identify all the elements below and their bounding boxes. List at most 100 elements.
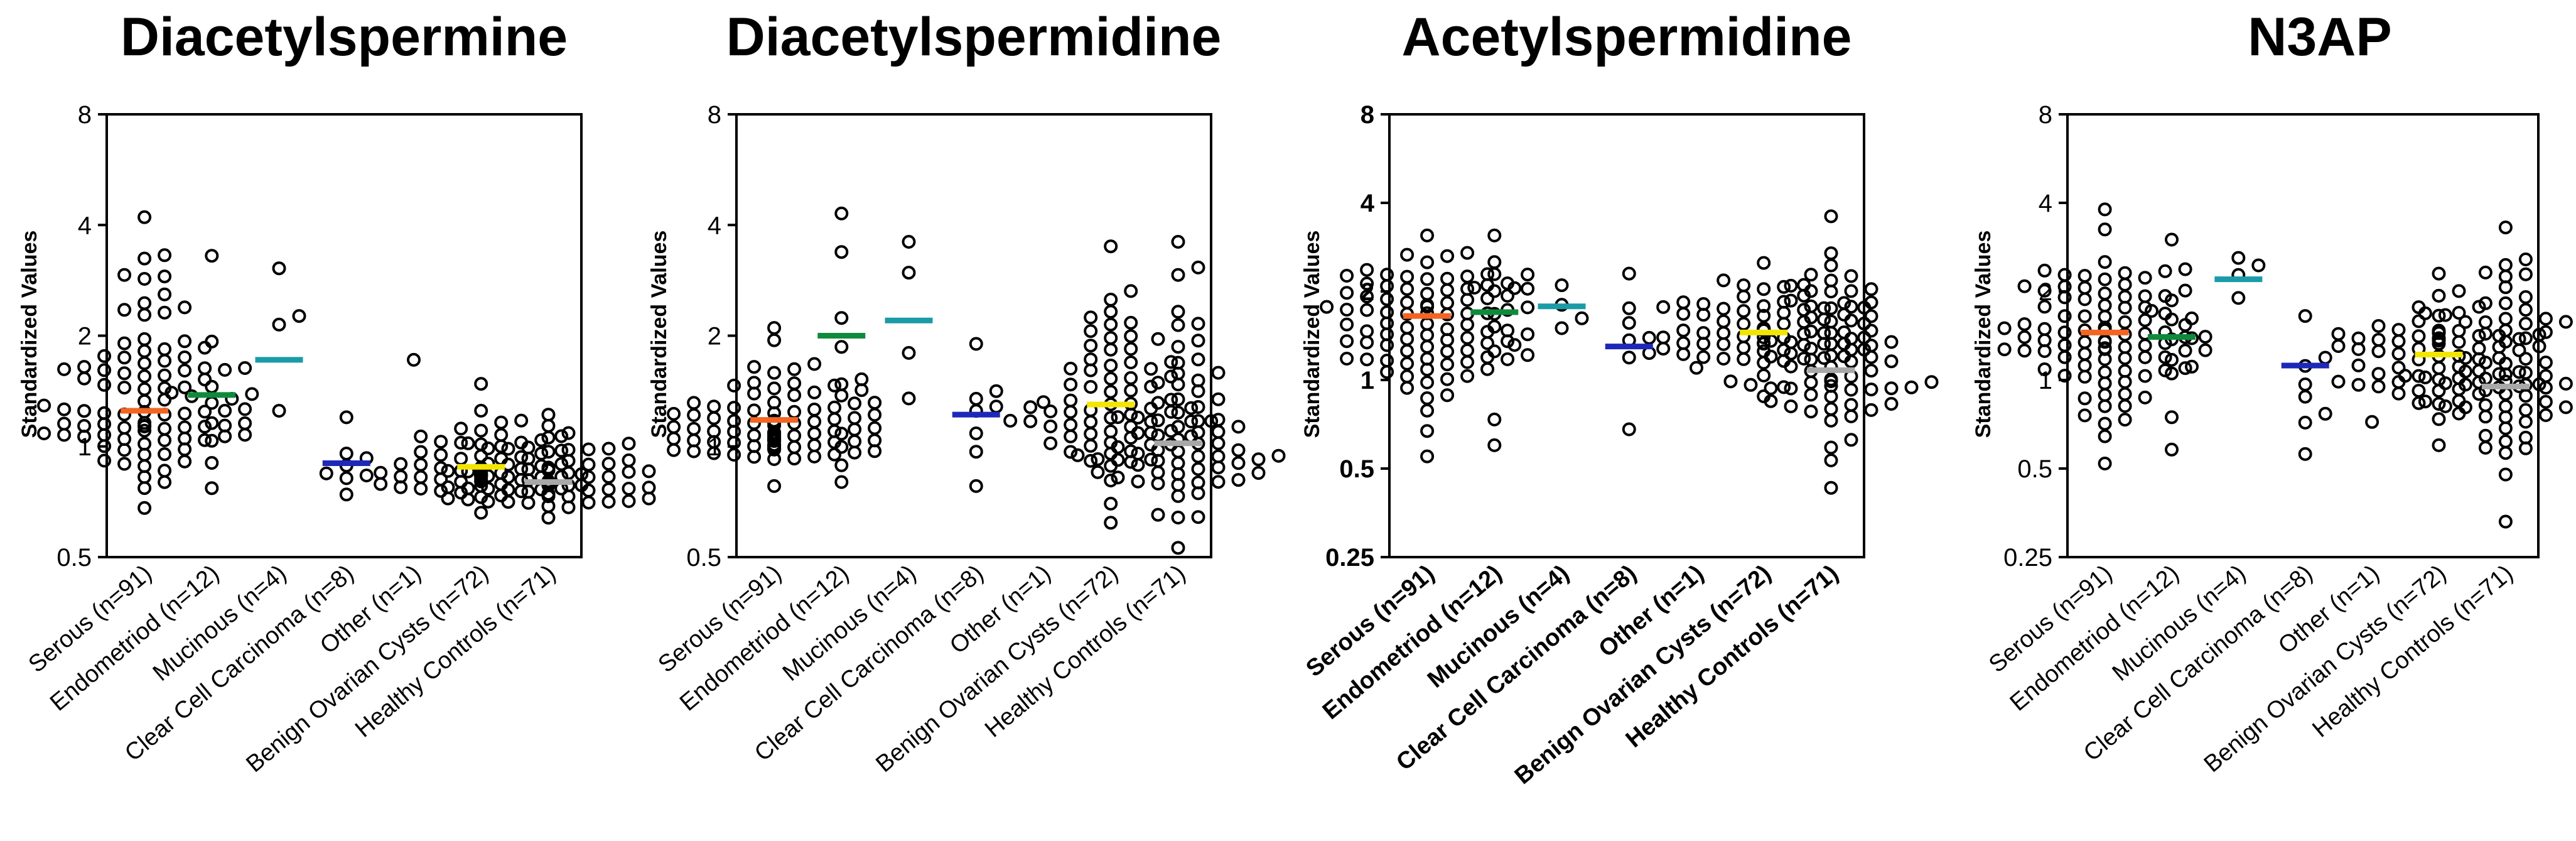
data-points bbox=[667, 206, 1286, 555]
point-serous bbox=[2138, 369, 2152, 383]
point-serous bbox=[1420, 286, 1435, 301]
point-healthy-controls bbox=[1191, 449, 1205, 464]
point-healthy-controls bbox=[1211, 413, 1226, 427]
point-benign-ovarian-cysts bbox=[1837, 296, 1851, 310]
point-serous bbox=[1480, 291, 1495, 305]
point-serous bbox=[687, 396, 701, 410]
point-serous bbox=[2098, 255, 2112, 269]
point-healthy-controls bbox=[2518, 303, 2533, 317]
point-serous bbox=[57, 416, 72, 431]
point-serous bbox=[1501, 352, 1515, 366]
point-benign-ovarian-cysts bbox=[1144, 452, 1158, 467]
point-healthy-controls bbox=[1784, 359, 1798, 374]
point-healthy-controls bbox=[1191, 510, 1205, 524]
point-benign-ovarian-cysts bbox=[1064, 393, 1078, 408]
point-serous bbox=[827, 378, 842, 393]
point-serous bbox=[137, 296, 152, 310]
point-benign-ovarian-cysts bbox=[2351, 331, 2366, 345]
y-tick-label: 0.5 bbox=[57, 544, 92, 572]
point-serous bbox=[2098, 202, 2112, 217]
median-lines bbox=[750, 317, 1202, 447]
point-healthy-controls bbox=[1864, 309, 1878, 323]
point-serous bbox=[1460, 330, 1475, 345]
point-serous bbox=[2178, 361, 2192, 376]
point-serous bbox=[97, 406, 112, 420]
point-serous bbox=[1521, 348, 1535, 362]
point-serous bbox=[117, 336, 132, 350]
point-mucinous bbox=[272, 261, 286, 276]
point-benign-ovarian-cysts bbox=[1817, 301, 1831, 315]
point-clear-cell-carcinoma bbox=[969, 479, 983, 493]
point-endometriod bbox=[2165, 366, 2179, 381]
point-serous bbox=[137, 382, 152, 396]
point-benign-ovarian-cysts bbox=[2351, 358, 2366, 372]
point-benign-ovarian-cysts bbox=[1104, 317, 1118, 332]
point-healthy-controls bbox=[1271, 448, 1286, 463]
point-healthy-controls bbox=[1784, 293, 1798, 308]
point-serous bbox=[1440, 388, 1455, 403]
point-benign-ovarian-cysts bbox=[2452, 323, 2466, 338]
point-benign-ovarian-cysts bbox=[2472, 328, 2486, 343]
point-healthy-controls bbox=[622, 453, 636, 467]
point-healthy-controls bbox=[2478, 398, 2492, 413]
point-benign-ovarian-cysts bbox=[1104, 516, 1118, 530]
point-benign-ovarian-cysts bbox=[1696, 297, 1711, 311]
point-endometriod bbox=[1487, 228, 1502, 242]
point-benign-ovarian-cysts bbox=[1124, 355, 1138, 369]
point-serous bbox=[97, 363, 112, 377]
point-healthy-controls bbox=[1864, 295, 1878, 310]
point-healthy-controls bbox=[2418, 394, 2432, 409]
point-serous bbox=[1420, 255, 1435, 269]
point-benign-ovarian-cysts bbox=[1064, 377, 1078, 392]
point-benign-ovarian-cysts bbox=[434, 448, 448, 462]
point-clear-cell-carcinoma bbox=[339, 487, 353, 502]
point-mucinous bbox=[2251, 258, 2266, 273]
point-endometriod bbox=[834, 206, 849, 220]
point-benign-ovarian-cysts bbox=[1676, 336, 1691, 350]
point-serous bbox=[178, 406, 192, 421]
point-serous bbox=[807, 385, 822, 399]
y-tick-label: 0.25 bbox=[2003, 544, 2052, 572]
point-endometriod bbox=[205, 456, 219, 470]
point-healthy-controls bbox=[1111, 470, 1125, 485]
point-serous bbox=[37, 398, 51, 413]
point-benign-ovarian-cysts bbox=[1777, 380, 1791, 394]
point-serous bbox=[77, 404, 92, 418]
point-serous bbox=[198, 361, 212, 376]
point-endometriod bbox=[2165, 312, 2179, 327]
point-clear-cell-carcinoma bbox=[989, 384, 1003, 398]
point-serous bbox=[767, 395, 782, 410]
point-serous bbox=[2178, 283, 2192, 298]
point-endometriod bbox=[2165, 293, 2179, 308]
point-mucinous bbox=[1555, 321, 1569, 335]
point-benign-ovarian-cysts bbox=[1716, 352, 1731, 366]
y-tick-label: 8 bbox=[708, 101, 721, 129]
point-healthy-controls bbox=[1824, 209, 1838, 224]
point-serous bbox=[1440, 322, 1455, 337]
y-tick-label: 4 bbox=[1361, 190, 1375, 217]
point-serous bbox=[1360, 276, 1374, 291]
point-serous bbox=[1460, 269, 1475, 284]
point-healthy-controls bbox=[1764, 394, 1778, 408]
point-healthy-controls bbox=[2438, 399, 2452, 413]
y-tick-label: 8 bbox=[78, 101, 92, 129]
point-healthy-controls bbox=[2478, 355, 2492, 370]
point-healthy-controls bbox=[1231, 473, 1246, 487]
median-lines bbox=[121, 357, 573, 485]
point-serous bbox=[2158, 350, 2172, 364]
point-benign-ovarian-cysts bbox=[474, 437, 488, 452]
point-benign-ovarian-cysts bbox=[1023, 400, 1038, 415]
point-serous bbox=[37, 426, 51, 440]
point-benign-ovarian-cysts bbox=[1084, 310, 1098, 325]
point-benign-ovarian-cysts bbox=[2432, 438, 2446, 452]
point-serous bbox=[2098, 272, 2112, 286]
point-benign-ovarian-cysts bbox=[1144, 362, 1158, 376]
point-healthy-controls bbox=[2498, 296, 2513, 310]
point-healthy-controls bbox=[1211, 449, 1226, 464]
point-benign-ovarian-cysts bbox=[2371, 367, 2386, 381]
point-serous bbox=[727, 414, 741, 428]
point-healthy-controls bbox=[2498, 514, 2513, 529]
point-serous bbox=[2158, 363, 2172, 377]
point-serous bbox=[77, 360, 92, 374]
point-healthy-controls bbox=[1884, 397, 1899, 411]
